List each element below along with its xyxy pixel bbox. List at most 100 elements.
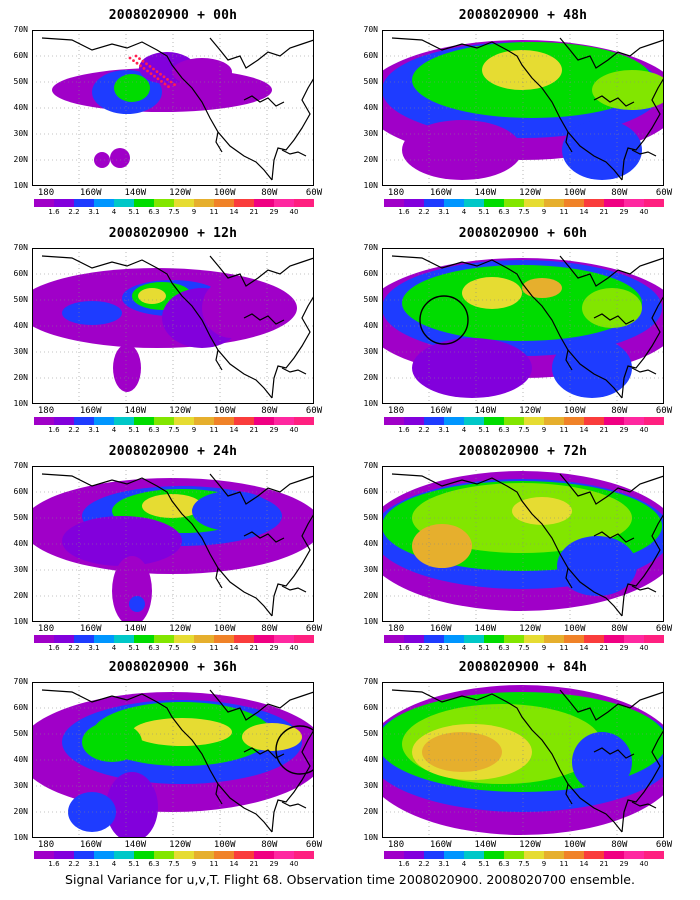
lon-tick-label: 60W bbox=[305, 624, 323, 634]
lon-tick-label: 160W bbox=[79, 840, 102, 850]
colorbar-label: 6.3 bbox=[148, 644, 160, 652]
lat-tick-label: 40N bbox=[13, 539, 28, 548]
coastline bbox=[215, 131, 223, 153]
colorbar-swatch bbox=[564, 417, 584, 425]
lat-tick-label: 50N bbox=[363, 77, 378, 86]
lat-tick-label: 70N bbox=[13, 461, 28, 470]
coastline bbox=[281, 367, 307, 375]
lat-tick-label: 30N bbox=[363, 781, 378, 790]
lon-tick-label: 120W bbox=[519, 188, 541, 198]
map-panel-60h: 2008020900 + 60h 70N 60N 50N 40N 30N 20N 10N 180… bbox=[350, 226, 680, 441]
flight-track-dot bbox=[155, 70, 159, 73]
colorbar-swatch bbox=[274, 199, 294, 207]
colorbar-swatch bbox=[384, 417, 404, 425]
lon-tick-label: 120W bbox=[169, 840, 191, 850]
colorbar-label: 5.1 bbox=[478, 208, 490, 216]
lat-tick-label: 70N bbox=[13, 243, 28, 252]
flight-track-dot bbox=[160, 80, 163, 83]
map-frame bbox=[382, 248, 664, 404]
colorbar-swatch bbox=[404, 635, 424, 643]
lon-tick-label: 120W bbox=[519, 406, 541, 416]
flight-track-dot bbox=[173, 83, 176, 86]
colorbar-label: 9 bbox=[541, 426, 547, 434]
highlight-circle bbox=[275, 725, 314, 775]
map-panel-24h: 2008020900 + 24h 70N 60N 50N 40N 30N 20N 10N 180… bbox=[0, 444, 330, 659]
colorbar-label: 9 bbox=[541, 860, 547, 868]
colorbar-swatch bbox=[464, 199, 484, 207]
colorbar-label: 5.1 bbox=[128, 426, 140, 434]
colorbar-swatch bbox=[544, 635, 564, 643]
colorbar-swatch bbox=[404, 199, 424, 207]
colorbar-swatch bbox=[424, 635, 444, 643]
lat-tick-label: 10N bbox=[363, 617, 378, 626]
colorbar-label: 3.1 bbox=[438, 644, 450, 652]
colorbar-swatch bbox=[34, 417, 54, 425]
colorbar-swatch bbox=[584, 199, 604, 207]
colorbar-label: 6.3 bbox=[498, 644, 510, 652]
lat-tick-label: 40N bbox=[363, 321, 378, 330]
colorbar-swatch bbox=[564, 635, 584, 643]
colorbar-swatch bbox=[54, 635, 74, 643]
lat-tick-label: 60N bbox=[363, 487, 378, 496]
colorbar-label: 5.1 bbox=[478, 426, 490, 434]
colorbar-swatch bbox=[174, 199, 194, 207]
colorbar-label: 4 bbox=[461, 208, 467, 216]
flight-track-dot bbox=[134, 54, 138, 58]
colorbar-swatch bbox=[174, 635, 194, 643]
colorbar-swatch bbox=[154, 199, 174, 207]
colorbar-label: 7.5 bbox=[518, 426, 530, 434]
forecast-map bbox=[382, 466, 664, 622]
lon-tick-label: 180 bbox=[387, 188, 405, 198]
lat-tick-label: 20N bbox=[363, 591, 378, 600]
lat-tick-label: 10N bbox=[13, 399, 28, 408]
coastline bbox=[559, 255, 664, 287]
colorbar-label: 4 bbox=[461, 644, 467, 652]
lat-tick-label: 40N bbox=[363, 755, 378, 764]
flight-track-dot bbox=[128, 56, 132, 60]
colorbar-label: 14 bbox=[579, 860, 589, 868]
lon-tick-label: 180 bbox=[387, 624, 405, 634]
colorbar-swatch bbox=[34, 851, 54, 859]
colorbar-label: 6.3 bbox=[148, 426, 160, 434]
colorbar-swatch bbox=[254, 851, 274, 859]
variance-contour bbox=[138, 288, 166, 304]
coastline bbox=[271, 729, 314, 833]
colorbar-swatch bbox=[274, 417, 294, 425]
colorbar-swatch bbox=[464, 851, 484, 859]
colorbar-label: 29 bbox=[269, 426, 279, 434]
colorbar-label: 21 bbox=[249, 208, 259, 216]
lon-tick-label: 100W bbox=[213, 840, 236, 850]
coastline bbox=[565, 567, 573, 589]
lon-tick-label: 140W bbox=[474, 624, 497, 634]
map-frame bbox=[32, 466, 314, 622]
colorbar-label: 11 bbox=[209, 860, 219, 868]
lon-tick-label: 140W bbox=[124, 188, 147, 198]
colorbar-swatch bbox=[74, 199, 94, 207]
colorbar-label: 2.2 bbox=[68, 860, 80, 868]
colorbar-swatch bbox=[34, 635, 54, 643]
colorbar-swatch bbox=[544, 199, 564, 207]
colorbar-label: 14 bbox=[579, 644, 589, 652]
variance-contour bbox=[412, 338, 532, 398]
forecast-map bbox=[382, 248, 664, 404]
colorbar-label: 6.3 bbox=[148, 208, 160, 216]
lat-tick-label: 40N bbox=[363, 539, 378, 548]
coastline bbox=[593, 313, 635, 325]
colorbar-swatch bbox=[444, 635, 464, 643]
colorbar-label: 6.3 bbox=[498, 208, 510, 216]
colorbar-swatch bbox=[234, 417, 254, 425]
colorbar-label: 40 bbox=[289, 644, 299, 652]
coastline bbox=[243, 531, 285, 543]
colorbar bbox=[34, 199, 314, 207]
colorbar-swatch bbox=[424, 417, 444, 425]
colorbar-label: 7.5 bbox=[518, 208, 530, 216]
colorbar-swatch bbox=[54, 199, 74, 207]
colorbar-label: 2.2 bbox=[418, 860, 430, 868]
coastline bbox=[215, 349, 223, 371]
lat-tick-label: 30N bbox=[363, 347, 378, 356]
colorbar-label: 9 bbox=[191, 426, 197, 434]
colorbar-label: 21 bbox=[599, 644, 609, 652]
colorbar-swatch bbox=[254, 417, 274, 425]
colorbar-label: 14 bbox=[229, 208, 239, 216]
map-frame bbox=[32, 30, 314, 186]
